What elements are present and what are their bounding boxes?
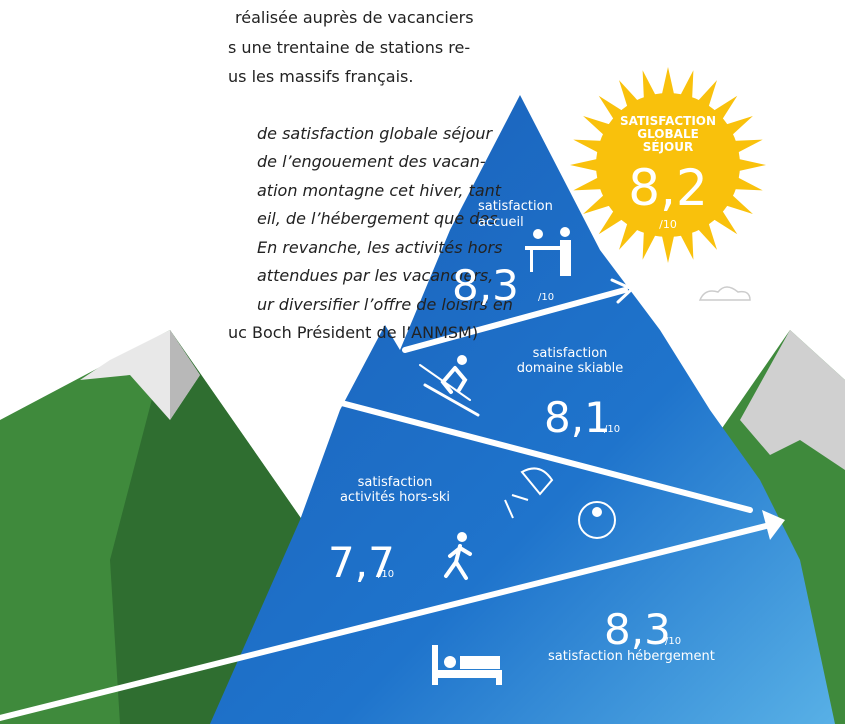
- rating-score: 8,3: [604, 605, 671, 654]
- rating-label: satisfaction: [478, 199, 553, 214]
- rating-scale: /10: [604, 424, 620, 435]
- quote-line: de satisfaction globale séjour: [257, 124, 494, 143]
- quote-line: ation montagne cet hiver, tant: [257, 181, 502, 200]
- rating-scale: /10: [665, 636, 681, 647]
- global-title: GLOBALE: [637, 127, 699, 141]
- infographic: SATISFACTION GLOBALE SÉJOUR 8,2 /10 réal…: [0, 0, 845, 724]
- quote-line: de l’engouement des vacan-: [257, 152, 486, 171]
- intro-line: us les massifs français.: [228, 67, 413, 86]
- rating-label: satisfaction: [533, 346, 608, 361]
- sun-ray: [738, 159, 766, 172]
- intro-line: s une trentaine de stations re-: [228, 38, 470, 57]
- global-title: SATISFACTION: [620, 114, 716, 128]
- rating-label: accueil: [478, 215, 524, 230]
- global-score: 8,2: [628, 159, 708, 217]
- quote-attribution: uc Boch Président de l’ANMSM): [228, 323, 478, 342]
- global-scale: /10: [659, 218, 677, 231]
- sun-ray: [662, 235, 675, 263]
- sun: SATISFACTION GLOBALE SÉJOUR 8,2 /10: [570, 67, 766, 263]
- rating-score: 8,3: [452, 261, 519, 310]
- rating-label: satisfaction: [358, 475, 433, 490]
- rating-scale: /10: [378, 569, 394, 580]
- sun-ray: [570, 159, 598, 172]
- quote-line: En revanche, les activités hors: [257, 238, 502, 257]
- rating-label: activités hors-ski: [340, 490, 450, 505]
- global-title: SÉJOUR: [643, 139, 694, 154]
- cloud: [700, 287, 750, 300]
- rating-label: domaine skiable: [517, 361, 624, 376]
- sun-ray: [662, 67, 675, 95]
- rating-scale: /10: [538, 292, 554, 303]
- quote-line: eil, de l’hébergement que des: [257, 209, 498, 228]
- rating-score: 8,1: [544, 393, 611, 442]
- intro-line: réalisée auprès de vacanciers: [235, 8, 474, 27]
